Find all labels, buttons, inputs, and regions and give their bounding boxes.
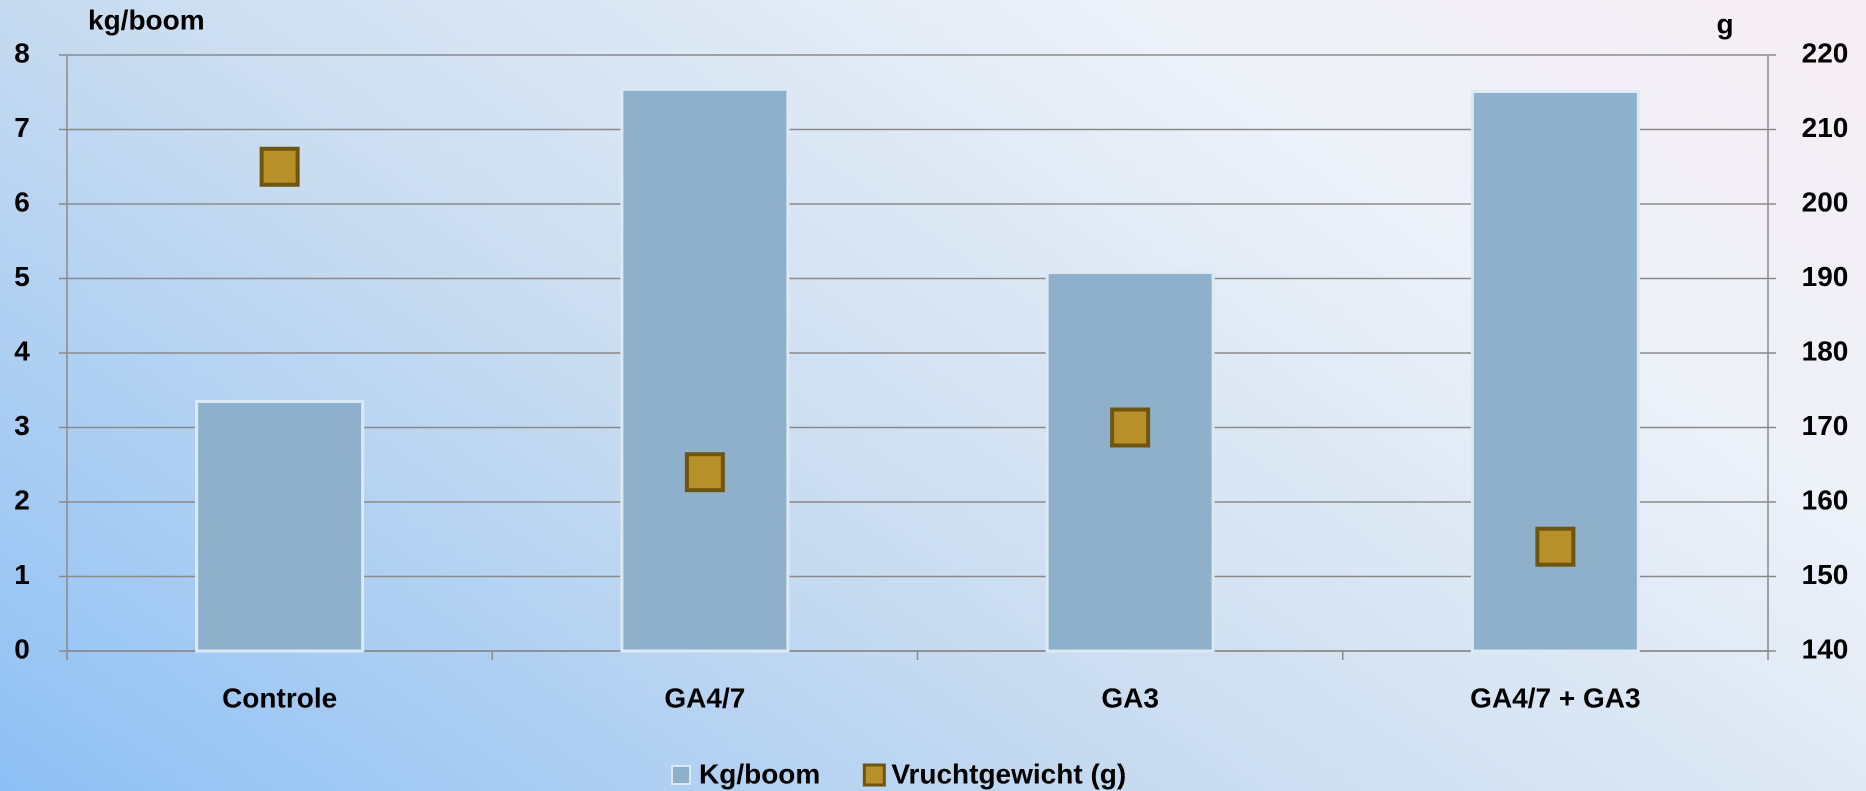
- legend-label: Vruchtgewicht (g): [891, 758, 1126, 789]
- y-tick-label: 4: [14, 335, 30, 366]
- y2-axis-label: g: [1716, 8, 1733, 39]
- x-tick-label: GA3: [1101, 682, 1159, 713]
- bar: [1470, 90, 1640, 653]
- y-tick-label: 6: [14, 186, 30, 217]
- y-tick-label: 5: [14, 261, 30, 292]
- marker: [1535, 526, 1576, 567]
- marker: [259, 146, 300, 187]
- y-tick-label: 1: [14, 559, 30, 590]
- y-tick-label: 8: [14, 37, 30, 68]
- y-tick-label: 3: [14, 410, 30, 441]
- y2-tick-label: 190: [1802, 261, 1849, 292]
- y2-tick-label: 150: [1802, 559, 1849, 590]
- x-tick-label: Controle: [222, 682, 337, 713]
- marker: [1110, 407, 1151, 448]
- y-axis-label: kg/boom: [88, 4, 205, 35]
- y2-tick-label: 160: [1802, 484, 1849, 515]
- bar: [195, 399, 365, 653]
- legend-swatch: [671, 765, 691, 785]
- y2-tick-label: 210: [1802, 112, 1849, 143]
- y2-tick-label: 170: [1802, 410, 1849, 441]
- y-tick-label: 0: [14, 633, 30, 664]
- legend-label: Kg/boom: [699, 758, 820, 789]
- bar: [1045, 271, 1215, 653]
- bar: [620, 87, 790, 653]
- y2-tick-label: 220: [1802, 37, 1849, 68]
- y2-tick-label: 200: [1802, 186, 1849, 217]
- y-tick-label: 2: [14, 484, 30, 515]
- legend-swatch: [862, 763, 886, 787]
- x-tick-label: GA4/7: [664, 682, 745, 713]
- y2-tick-label: 140: [1802, 633, 1849, 664]
- y-tick-label: 7: [14, 112, 30, 143]
- marker: [684, 452, 725, 493]
- x-tick-label: GA4/7 + GA3: [1470, 682, 1640, 713]
- y2-tick-label: 180: [1802, 335, 1849, 366]
